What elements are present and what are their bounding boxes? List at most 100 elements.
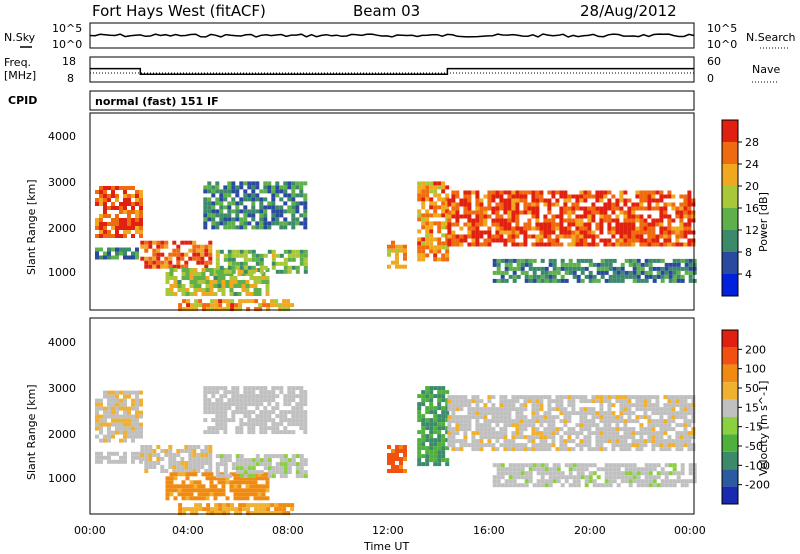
echo-cell — [447, 399, 452, 404]
echo-cell — [261, 472, 266, 477]
echo-cell — [527, 210, 532, 215]
echo-cell — [667, 411, 672, 416]
echo-cell — [425, 185, 430, 190]
echo-cell — [251, 466, 256, 471]
echo-cell — [692, 471, 697, 476]
echo-cell — [591, 415, 596, 420]
echo-cell — [675, 395, 680, 400]
echo-cell — [399, 449, 403, 453]
echo-cell — [463, 403, 468, 408]
echo-cell — [123, 394, 127, 399]
echo-cell — [200, 260, 205, 265]
echo-cell — [176, 252, 181, 257]
echo-cell — [451, 234, 456, 239]
colorbar-segment — [722, 120, 738, 142]
echo-cell — [511, 419, 516, 424]
echo-cell — [612, 266, 617, 271]
echo-cell — [209, 492, 214, 497]
echo-cell — [543, 395, 548, 400]
echo-cell — [540, 479, 545, 484]
echo-cell — [103, 255, 107, 260]
echo-cell — [200, 457, 205, 461]
echo-cell — [608, 274, 613, 279]
echo-cell — [580, 463, 585, 468]
echo-cell — [290, 507, 295, 512]
echo-cell — [571, 206, 576, 211]
echo-cell — [278, 503, 283, 508]
echo-cell — [531, 242, 536, 247]
echo-cell — [226, 299, 231, 304]
echo-cell — [283, 470, 288, 475]
echo-cell — [668, 483, 673, 488]
echo-cell — [144, 465, 149, 469]
echo-cell — [447, 407, 452, 412]
echo-cell — [635, 403, 640, 408]
echo-cell — [221, 276, 226, 280]
echo-cell — [660, 278, 665, 283]
echo-cell — [251, 398, 256, 403]
echo-cell — [263, 458, 268, 463]
echo-cell — [595, 411, 600, 416]
echo-cell — [441, 386, 446, 391]
echo-cell — [483, 238, 488, 243]
echo-cell — [169, 284, 174, 288]
echo-cell — [441, 201, 446, 206]
echo-cell — [652, 467, 657, 472]
echo-cell — [567, 399, 572, 404]
echo-cell — [671, 242, 676, 247]
echo-cell — [539, 395, 544, 400]
echo-cell — [560, 471, 565, 476]
echo-cell — [639, 218, 644, 223]
echo-cell — [603, 435, 608, 440]
echo-cell — [559, 206, 564, 211]
echo-cell — [499, 399, 504, 404]
echo-cell — [189, 472, 194, 477]
echo-cell — [259, 430, 264, 435]
echo-cell — [519, 423, 524, 428]
echo-cell — [459, 447, 464, 452]
echo-cell — [433, 418, 438, 423]
echo-cell — [659, 415, 664, 420]
echo-cell — [127, 414, 131, 419]
echo-cell — [636, 467, 641, 472]
echo-cell — [201, 496, 206, 501]
echo-cell — [156, 264, 161, 269]
echo-cell — [165, 288, 170, 292]
echo-cell — [447, 419, 452, 424]
echo-cell — [587, 439, 592, 444]
echo-cell — [445, 438, 450, 443]
echo-cell — [676, 266, 681, 271]
echo-cell — [516, 266, 521, 271]
echo-cell — [563, 439, 568, 444]
echo-cell — [283, 221, 288, 226]
echo-cell — [417, 446, 422, 451]
echo-cell — [660, 274, 665, 279]
echo-cell — [531, 407, 536, 412]
echo-cell — [596, 475, 601, 480]
echo-cell — [223, 217, 228, 222]
echo-cell — [499, 403, 504, 408]
echo-cell — [445, 197, 450, 202]
echo-cell — [233, 484, 238, 489]
echo-cell — [555, 202, 560, 207]
echo-cell — [543, 242, 548, 247]
echo-cell — [223, 394, 228, 399]
echo-cell — [652, 278, 657, 283]
echo-cell — [257, 280, 262, 284]
echo-cell — [251, 225, 256, 230]
echo-cell — [107, 186, 111, 190]
echo-cell — [668, 274, 673, 279]
echo-cell — [631, 234, 636, 239]
echo-cell — [291, 225, 296, 230]
echo-cell — [511, 202, 516, 207]
echo-cell — [683, 202, 688, 207]
echo-cell — [687, 218, 692, 223]
echo-cell — [263, 265, 268, 270]
echo-cell — [680, 483, 685, 488]
echo-cell — [441, 450, 446, 455]
echo-cell — [265, 496, 270, 501]
echo-cell — [429, 454, 434, 459]
echo-cell — [503, 403, 508, 408]
echo-cell — [675, 411, 680, 416]
echo-cell — [655, 423, 660, 428]
